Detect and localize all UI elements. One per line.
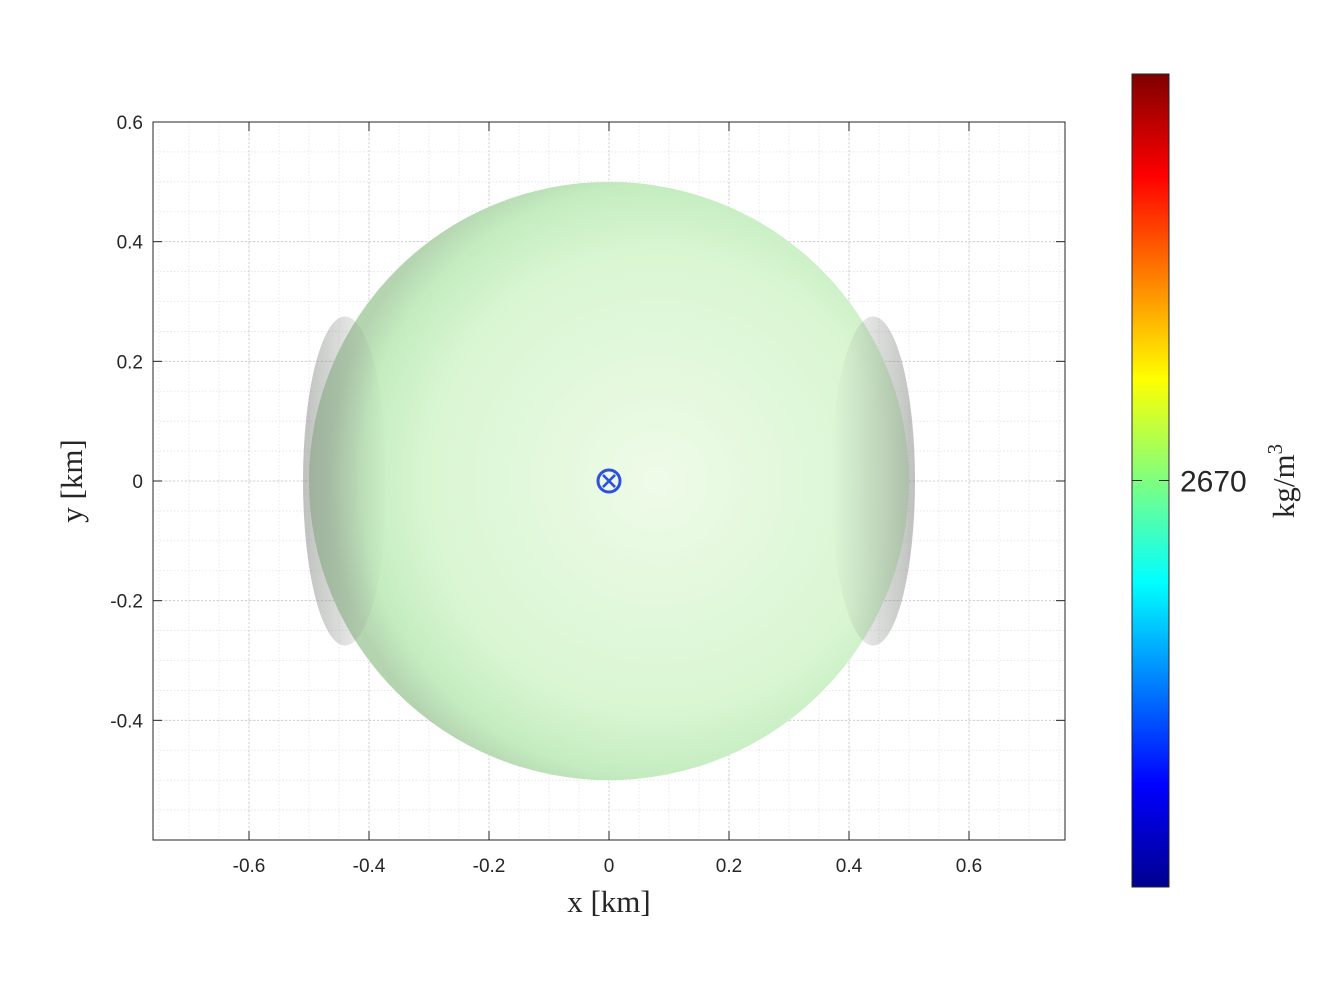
center-marker-circle xyxy=(596,468,622,494)
x-tick-label: -0.6 xyxy=(233,856,266,877)
y-tick-label: -0.4 xyxy=(110,711,143,732)
colorbar-label-unit: kg/m xyxy=(1266,454,1301,518)
x-axis-label: x [km] xyxy=(567,884,651,919)
x-tick-labels: -0.6 -0.4 -0.2 0 0.2 0.4 0.6 xyxy=(233,856,983,877)
sphere-limb-right xyxy=(831,316,915,646)
colorbar-ticks: 2670 xyxy=(1132,466,1247,499)
x-tick-label: -0.4 xyxy=(353,856,386,877)
x-tick-label: -0.2 xyxy=(473,856,506,877)
tick-marks xyxy=(153,121,1065,840)
colorbar-label: kg/m3 xyxy=(1263,444,1301,518)
x-tick-label: 0.6 xyxy=(956,856,982,877)
x-tick-label: 0 xyxy=(604,856,615,877)
y-tick-label: 0.4 xyxy=(117,233,144,254)
sphere-limb-left xyxy=(303,316,387,646)
y-tick-label: -0.2 xyxy=(110,592,143,613)
colorbar-label-exponent: 3 xyxy=(1263,444,1287,455)
x-tick-label: 0.2 xyxy=(716,856,742,877)
y-tick-label: 0.6 xyxy=(117,113,143,134)
colorbar-tick-label: 2670 xyxy=(1180,466,1247,499)
x-tick-label: 0.4 xyxy=(836,856,863,877)
y-tick-label: 0 xyxy=(132,472,143,493)
center-marker xyxy=(596,468,622,494)
y-axis-label: y [km] xyxy=(54,439,89,523)
center-marker-cross-b xyxy=(602,474,616,488)
y-tick-labels: -0.4 -0.2 0 0.2 0.4 0.6 xyxy=(110,113,143,732)
y-tick-label: 0.2 xyxy=(117,352,143,373)
